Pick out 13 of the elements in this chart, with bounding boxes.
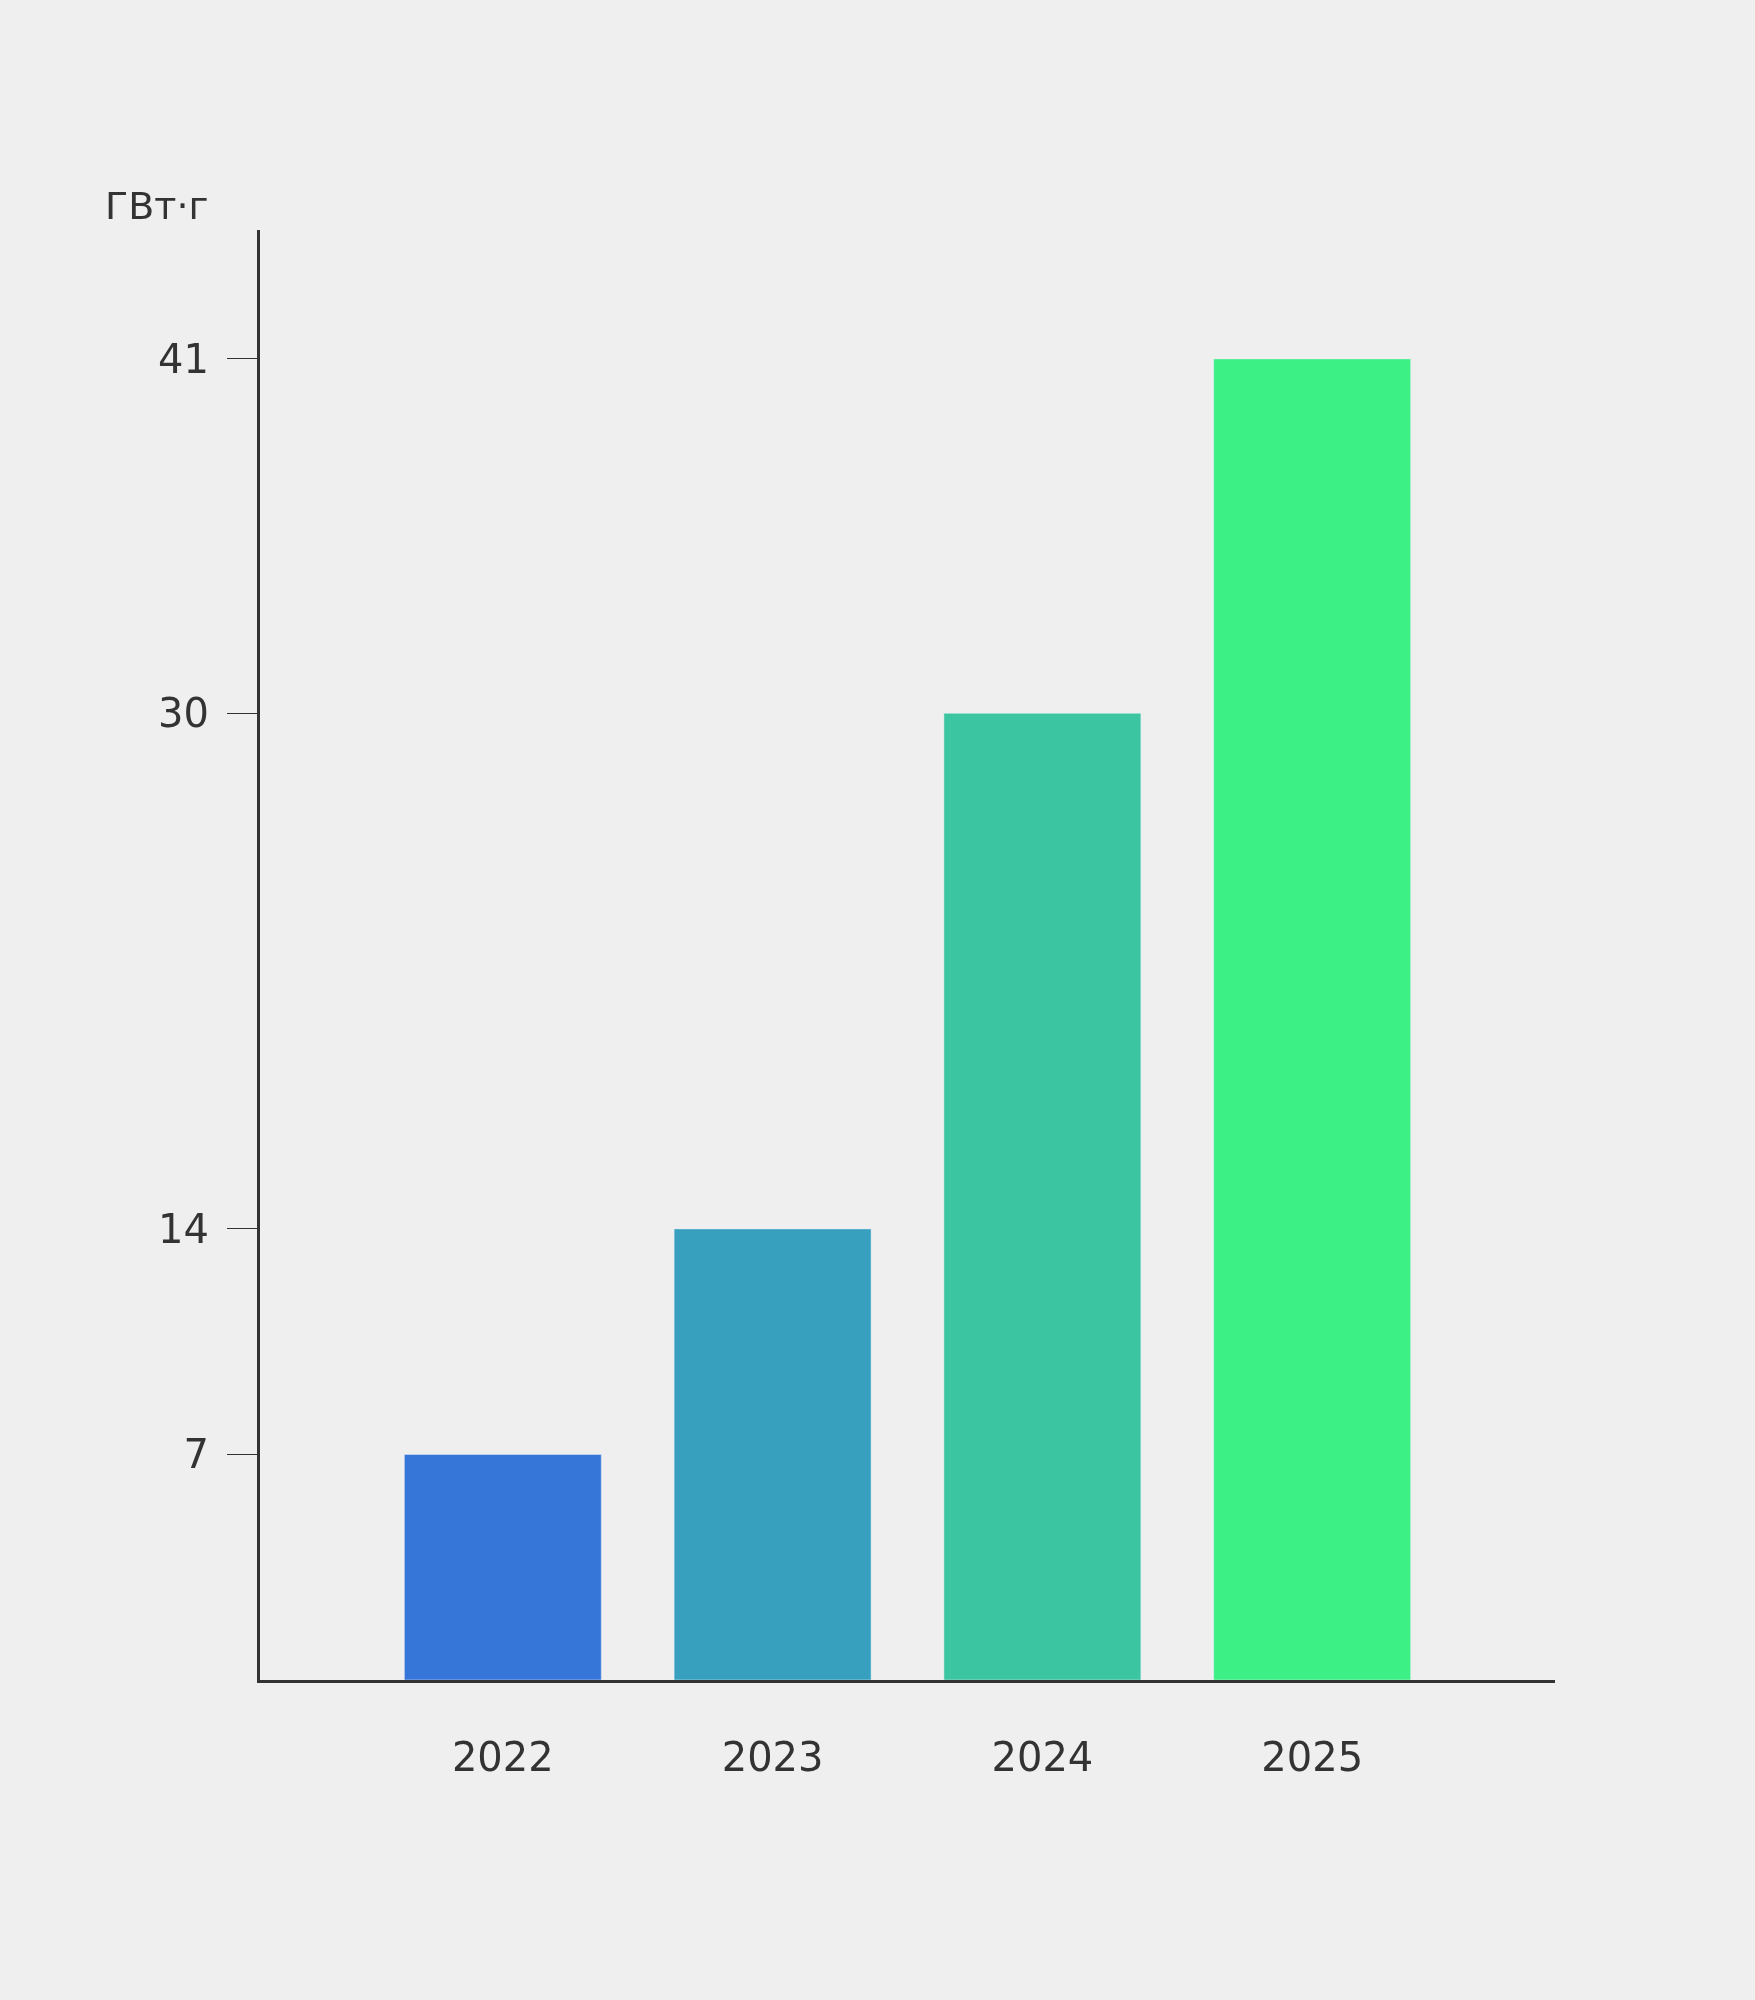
bar [943, 713, 1142, 1680]
bar [404, 1454, 602, 1680]
y-tick-label: 7 [183, 1431, 209, 1478]
y-axis-title: ГВт·г [105, 184, 209, 228]
x-tick-label: 2025 [1261, 1734, 1364, 1780]
bar [1213, 358, 1411, 1680]
y-tick-label: 30 [158, 690, 209, 737]
x-tick-label: 2022 [451, 1734, 554, 1780]
y-tick-label: 41 [158, 335, 209, 382]
y-tick-label: 14 [158, 1205, 209, 1252]
x-tick-label: 2023 [721, 1734, 824, 1780]
bar [673, 1228, 872, 1680]
x-tick-label: 2024 [991, 1734, 1094, 1780]
